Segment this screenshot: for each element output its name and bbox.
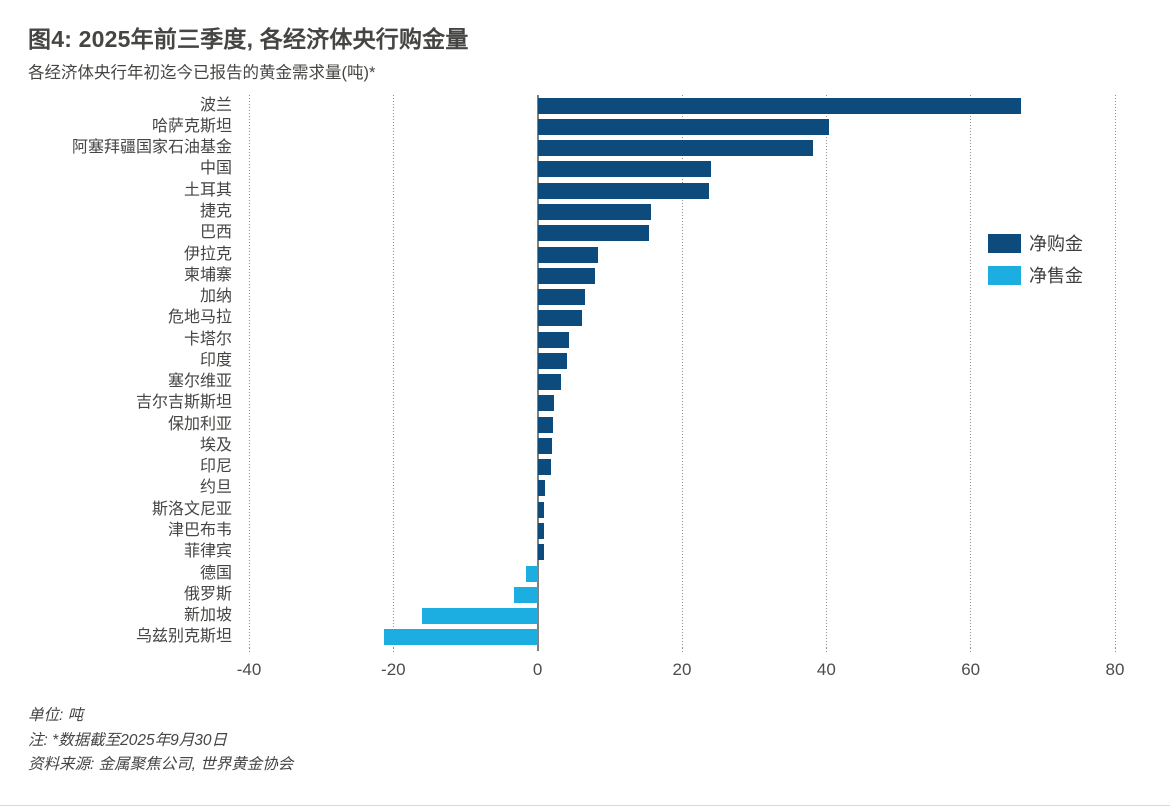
bar-塞尔维亚 — [537, 374, 562, 391]
category-label: 捷克 — [199, 202, 232, 220]
bar-新加坡 — [422, 608, 538, 625]
legend-item-net-sale: 净售金 — [988, 265, 1083, 286]
x-tick-label: 20 — [672, 660, 692, 679]
x-tick-label: 40 — [816, 660, 836, 679]
unit-note: 单位: 吨 — [28, 707, 84, 724]
category-label: 新加坡 — [183, 607, 232, 625]
tickmark-80 — [1114, 648, 1116, 654]
bar-巴西 — [537, 225, 649, 242]
category-label: 加纳 — [199, 288, 232, 306]
bar-德国 — [526, 565, 538, 582]
tickmark--20 — [392, 648, 394, 654]
bar-埃及 — [537, 437, 553, 454]
category-label: 菲律宾 — [183, 543, 232, 561]
net-purchase-swatch-icon — [988, 233, 1021, 253]
bar-菲律宾 — [537, 544, 545, 561]
legend-label-net-sale: 净售金 — [1029, 266, 1083, 286]
x-tick-label: 60 — [961, 660, 981, 679]
legend-label-net-purchase: 净购金 — [1029, 234, 1083, 254]
category-label: 危地马拉 — [167, 309, 232, 327]
chart-subtitle: 各经济体央行年初迄今已报告的黄金需求量(吨)* — [28, 64, 376, 82]
bar-中国 — [537, 161, 711, 178]
x-tick-label: -40 — [236, 660, 262, 679]
zero-axis-line — [536, 95, 539, 651]
chart-legend: 净购金 净售金 — [988, 233, 1083, 297]
category-label: 津巴布韦 — [167, 522, 232, 540]
gridline-40 — [825, 95, 827, 648]
category-label: 德国 — [199, 564, 232, 582]
x-tick-label: 80 — [1105, 660, 1125, 679]
bar-斯洛文尼亚 — [537, 501, 545, 518]
bar-柬埔寨 — [537, 267, 596, 284]
category-label: 土耳其 — [183, 181, 232, 199]
source-note: 资料来源: 金属聚焦公司, 世界黄金协会 — [28, 756, 294, 773]
gridline-60 — [970, 95, 972, 648]
category-label: 印尼 — [199, 458, 232, 476]
category-label: 埃及 — [199, 436, 232, 454]
bar-俄罗斯 — [513, 586, 538, 603]
x-tick-label: 0 — [532, 660, 543, 679]
bar-吉尔吉斯斯坦 — [537, 395, 554, 412]
bar-保加利亚 — [537, 416, 553, 433]
category-label: 吉尔吉斯斯坦 — [135, 394, 232, 412]
tickmark-20 — [681, 648, 683, 654]
category-label: 哈萨克斯坦 — [151, 117, 232, 135]
category-label: 阿塞拜疆国家石油基金 — [71, 139, 232, 157]
bar-加纳 — [537, 289, 586, 306]
category-label: 塞尔维亚 — [167, 373, 232, 391]
category-label: 斯洛文尼亚 — [151, 500, 232, 518]
chart-footnotes: 单位: 吨 注: *数据截至2025年9月30日 资料来源: 金属聚焦公司, 世… — [28, 704, 293, 778]
gridline-20 — [681, 95, 683, 648]
bar-伊拉克 — [537, 246, 598, 263]
gridline--40 — [248, 95, 250, 648]
bar-波兰 — [537, 97, 1022, 114]
x-tick-label: -20 — [381, 660, 406, 679]
gridline-80 — [1114, 95, 1116, 648]
category-label: 俄罗斯 — [183, 585, 232, 603]
data-cutoff-note: 注: *数据截至2025年9月30日 — [28, 731, 227, 749]
bar-捷克 — [537, 203, 651, 220]
category-label: 中国 — [199, 160, 232, 178]
bar-津巴布韦 — [537, 523, 545, 540]
bar-印尼 — [537, 459, 552, 476]
chart-title: 图4: 2025年前三季度, 各经济体央行购金量 — [28, 26, 469, 52]
category-label: 伊拉克 — [183, 245, 232, 263]
bar-卡塔尔 — [537, 331, 570, 348]
bar-土耳其 — [537, 182, 709, 199]
bar-印度 — [537, 352, 568, 369]
category-label: 波兰 — [199, 96, 232, 114]
bar-阿塞拜疆国家石油基金 — [537, 140, 814, 157]
tickmark-40 — [825, 648, 827, 654]
net-sale-swatch-icon — [988, 265, 1021, 285]
bar-哈萨克斯坦 — [537, 118, 830, 135]
category-label: 柬埔寨 — [183, 266, 232, 284]
bar-危地马拉 — [537, 310, 583, 327]
bar-约旦 — [537, 480, 545, 497]
tickmark-60 — [970, 648, 972, 654]
category-label: 巴西 — [199, 224, 232, 242]
category-label: 卡塔尔 — [183, 330, 232, 348]
bar-乌兹别克斯坦 — [383, 629, 538, 646]
gridline--20 — [392, 95, 394, 648]
category-label: 乌兹别克斯坦 — [135, 628, 232, 646]
tickmark--40 — [248, 648, 250, 654]
category-label: 印度 — [199, 351, 232, 369]
legend-item-net-purchase: 净购金 — [988, 233, 1083, 254]
category-label: 保加利亚 — [167, 415, 232, 433]
category-label: 约旦 — [199, 479, 232, 497]
